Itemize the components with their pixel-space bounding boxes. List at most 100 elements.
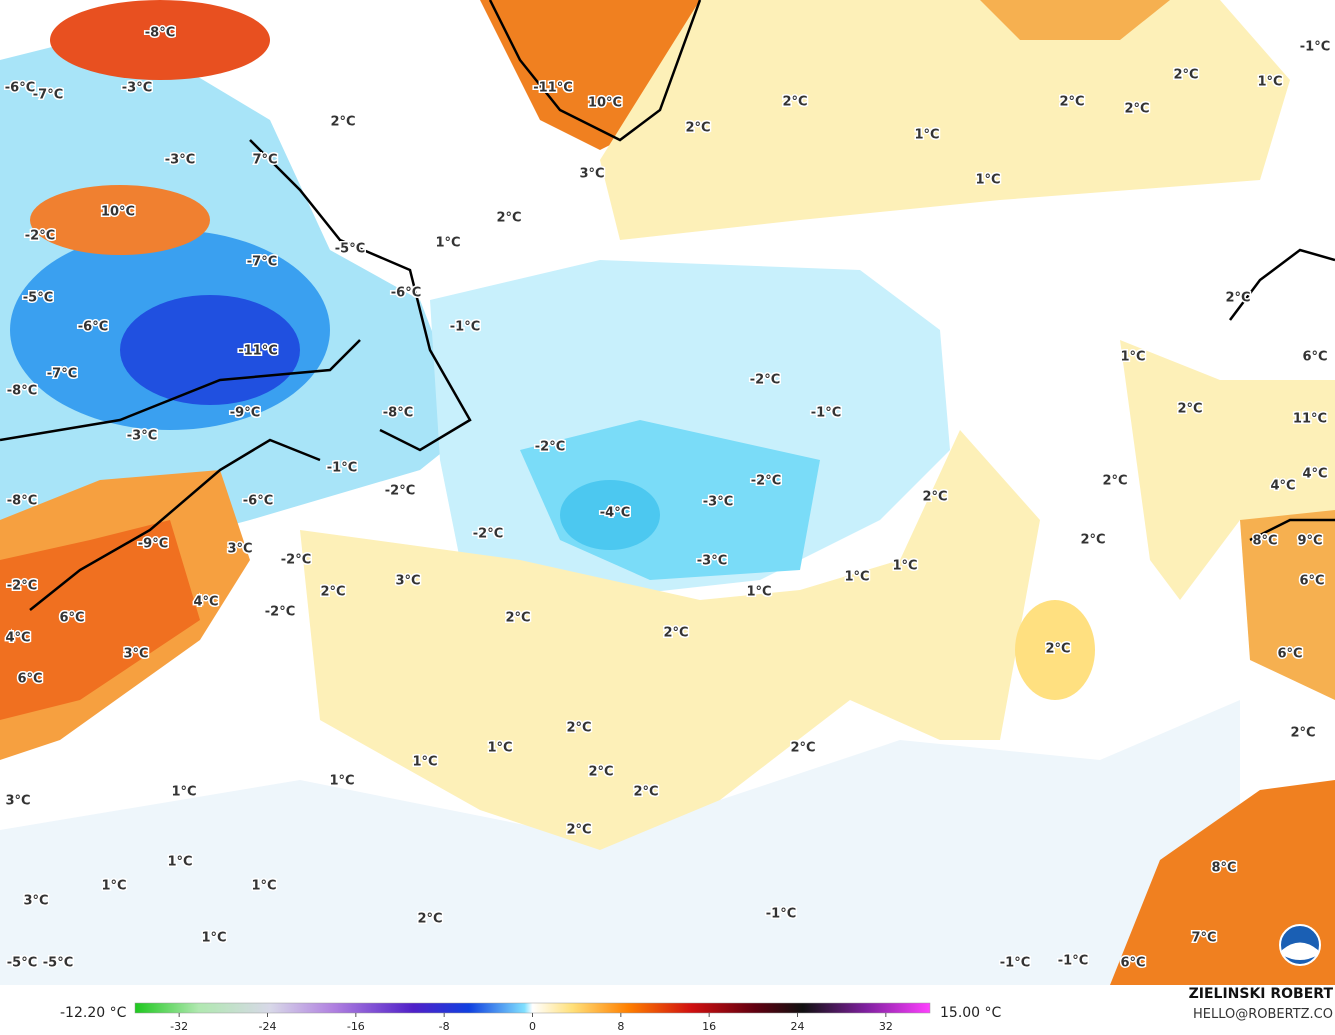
temp-label: 6°C (1302, 350, 1327, 365)
temp-label: 10°C (101, 205, 135, 220)
temp-label: -7°C (247, 255, 277, 270)
temp-label: -2°C (25, 229, 55, 244)
temp-label: 3°C (395, 574, 420, 589)
credit-name: ZIELINSKI ROBERT (1189, 986, 1334, 1002)
temp-label: 2°C (1124, 102, 1149, 117)
temp-label: 6°C (17, 672, 42, 687)
temp-label: -5°C (43, 956, 73, 971)
temp-label: 3°C (5, 794, 30, 809)
temp-label: -1°C (1000, 956, 1030, 971)
temp-label: 2°C (1080, 533, 1105, 548)
colorbar-tick-label: 16 (702, 1020, 716, 1033)
temp-label: 10°C (588, 96, 622, 111)
temp-label: 8°C (1211, 861, 1236, 876)
temp-label: -6°C (243, 494, 273, 509)
temp-label: -1°C (1058, 954, 1088, 969)
temp-label: -2°C (265, 605, 295, 620)
temp-label: -3°C (127, 429, 157, 444)
colorbar-tick-label: -24 (259, 1020, 277, 1033)
colorbar-tick-label: 8 (617, 1020, 624, 1033)
credit-email: HELLO@ROBERTZ.CO (1193, 1007, 1333, 1022)
temp-label: 2°C (330, 115, 355, 130)
temp-label: 2°C (417, 912, 442, 927)
colorbar: -12.20 °C 15.00 °C -32 -24 -16 -8 0 8 16 24 32 (60, 1002, 1002, 1033)
colorbar-min: -12.20 °C (60, 1005, 127, 1021)
colorbar-tick-label: 0 (529, 1020, 536, 1033)
temp-label: -2°C (535, 440, 565, 455)
temp-label: 2°C (320, 585, 345, 600)
temp-label: 1°C (892, 559, 917, 574)
temp-label: 4°C (1302, 467, 1327, 482)
temp-label: 2°C (633, 785, 658, 800)
temp-label: -7°C (47, 367, 77, 382)
temp-label: 8°C (1252, 534, 1277, 549)
temp-label: -3°C (165, 153, 195, 168)
temp-label: 6°C (1277, 647, 1302, 662)
temp-label: 2°C (1173, 68, 1198, 83)
temp-label: 1°C (251, 879, 276, 894)
temp-label: 2°C (790, 741, 815, 756)
colorbar-tick-label: -16 (347, 1020, 365, 1033)
temp-label: 9°C (1297, 534, 1322, 549)
temp-label: 2°C (663, 626, 688, 641)
temp-label: 2°C (566, 721, 591, 736)
temp-label: 3°C (23, 894, 48, 909)
temp-label: -8°C (7, 384, 37, 399)
temp-label: 2°C (566, 823, 591, 838)
temp-label: -9°C (138, 537, 168, 552)
noaa-logo (1279, 924, 1321, 966)
temp-label: 2°C (1225, 291, 1250, 306)
temp-label: -8°C (145, 26, 175, 41)
temp-label: 1°C (1120, 350, 1145, 365)
temp-label: -2°C (473, 527, 503, 542)
temp-label: 2°C (685, 121, 710, 136)
temp-label: 7°C (1191, 931, 1216, 946)
temp-label: 1°C (412, 755, 437, 770)
temp-label: -1°C (1300, 40, 1330, 55)
temp-label: -8°C (383, 406, 413, 421)
temp-label: 11°C (1293, 412, 1327, 427)
temp-label: 1°C (171, 785, 196, 800)
temp-label: -5°C (23, 291, 53, 306)
temp-label: 6°C (1299, 574, 1324, 589)
temp-label: 4°C (5, 631, 30, 646)
coastlines (0, 0, 1335, 611)
temp-label: 1°C (329, 774, 354, 789)
temp-label: -4°C (600, 506, 630, 521)
temp-label: 6°C (59, 611, 84, 626)
temp-label: 1°C (844, 570, 869, 585)
temp-label: -11°C (533, 81, 573, 96)
temp-label: 2°C (1102, 474, 1127, 489)
colorbar-tick-label: -32 (170, 1020, 188, 1033)
temp-label: 1°C (201, 931, 226, 946)
temp-label: 1°C (101, 879, 126, 894)
temp-label: 2°C (496, 211, 521, 226)
temp-label: -7°C (33, 88, 63, 103)
temp-label: 6°C (1120, 956, 1145, 971)
temp-label: 1°C (914, 128, 939, 143)
temp-label: 1°C (487, 741, 512, 756)
temp-label: -2°C (7, 579, 37, 594)
colorbar-tick-label: 24 (791, 1020, 805, 1033)
temp-label: -11°C (238, 344, 278, 359)
temp-label: -5°C (7, 956, 37, 971)
temp-label: 2°C (1290, 726, 1315, 741)
temp-label: -2°C (385, 484, 415, 499)
temp-label: -9°C (230, 406, 260, 421)
temp-label: 1°C (167, 855, 192, 870)
temp-label: 7°C (252, 153, 277, 168)
temp-label: -8°C (7, 494, 37, 509)
map-background (0, 0, 1335, 985)
temp-label: 3°C (123, 647, 148, 662)
temp-label: 2°C (1059, 95, 1084, 110)
temp-label: 2°C (505, 611, 530, 626)
colorbar-tick-label: 32 (879, 1020, 893, 1033)
temp-label: 2°C (1045, 642, 1070, 657)
temp-label: -3°C (122, 81, 152, 96)
temp-label: 2°C (922, 490, 947, 505)
temp-label: 1°C (435, 236, 460, 251)
colorbar-tick-label: -8 (439, 1020, 450, 1033)
temp-label: -2°C (750, 373, 780, 388)
temp-label: -3°C (697, 554, 727, 569)
